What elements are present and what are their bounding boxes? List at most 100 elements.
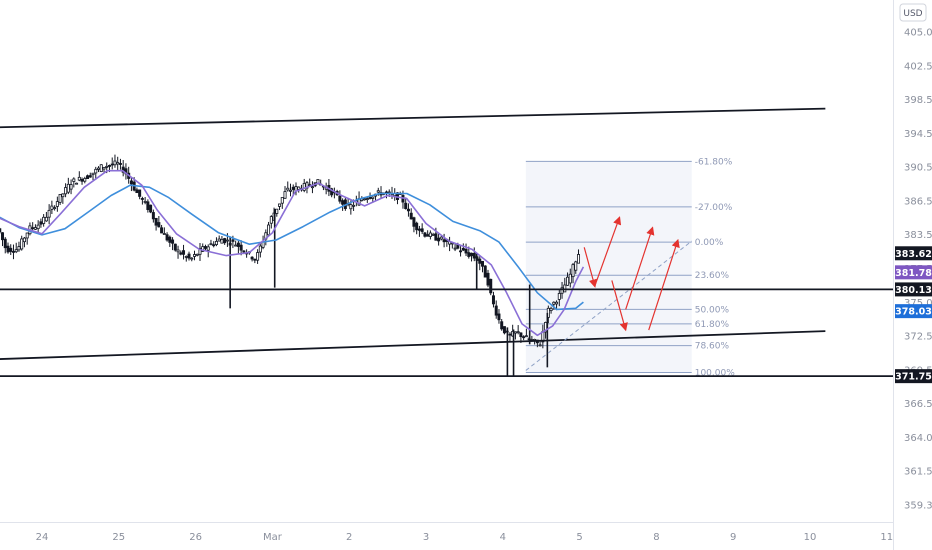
candle-body (289, 189, 293, 192)
trend-line[interactable] (0, 330, 826, 360)
candle-body (55, 201, 59, 207)
candle-body (105, 165, 109, 168)
candle-body (135, 189, 139, 194)
time-axis[interactable]: 24 25 26 Mar 2 3 4 5 8 9 10 11 (0, 522, 893, 544)
candle-body (568, 273, 572, 284)
candle-body (179, 252, 183, 255)
candle-body (107, 165, 111, 167)
candle-body (549, 307, 553, 311)
candle-body (72, 178, 76, 182)
projection-arrow[interactable] (625, 226, 655, 310)
price-tag-label: 371.75 (895, 372, 932, 383)
x-tick-label: 5 (576, 532, 582, 543)
candle-body (365, 198, 369, 200)
projection-arrow[interactable] (594, 216, 622, 286)
fib-level-label: 78.60% (695, 342, 730, 352)
projection-arrow[interactable] (648, 238, 680, 331)
price-tag-label: 383.62 (895, 249, 932, 260)
x-tick-label: 8 (653, 532, 659, 543)
price-tag (895, 282, 932, 297)
candle-body (86, 175, 90, 180)
candle-body (0, 228, 2, 233)
candle-body (489, 278, 493, 294)
candle-body (522, 336, 526, 339)
candle-body (129, 180, 133, 185)
candle-body (94, 168, 98, 174)
x-tick-label: 2 (346, 532, 352, 543)
candle-body (519, 332, 523, 338)
candle-body (22, 237, 26, 243)
candle-body (538, 344, 542, 347)
currency-label: USD (903, 9, 922, 19)
ema-slow-line[interactable] (0, 184, 584, 311)
candle-body (9, 247, 13, 252)
x-tick-label: 26 (189, 532, 202, 543)
candle-body (376, 190, 380, 193)
currency-badge[interactable] (899, 3, 927, 22)
candle-body (187, 253, 191, 259)
candle-body (352, 204, 356, 207)
candle-body (225, 239, 229, 242)
candle-body (201, 246, 205, 252)
candle-body (461, 248, 465, 251)
candle-body (102, 166, 106, 170)
y-tick-label: 390.50 (904, 163, 932, 174)
projection-arrow[interactable] (583, 247, 598, 288)
candle-body (168, 236, 172, 243)
candle-body (193, 254, 197, 257)
candle-body (239, 244, 243, 251)
candle-body (223, 238, 227, 244)
candle-body (291, 186, 295, 190)
projection-arrow[interactable] (611, 280, 628, 332)
candle-body (508, 333, 512, 336)
candle-body (61, 193, 65, 198)
plot-area: -61.80% -27.00% 0.00% 23.60% 50.00% 61.80% 78.… (0, 107, 893, 379)
candle-body (297, 186, 301, 190)
candle-body (140, 198, 144, 200)
x-tick-label: 4 (500, 532, 506, 543)
candle-body (11, 250, 15, 253)
candle-body (25, 232, 29, 239)
y-tick-label: 386.50 (904, 196, 932, 207)
candle-body (253, 258, 257, 261)
candle-body (64, 187, 68, 195)
candle-body (47, 209, 51, 218)
candle-body (110, 163, 114, 166)
trend-line[interactable] (0, 107, 826, 129)
fib-level-label: 0.00% (695, 238, 724, 248)
candle-body (310, 186, 314, 189)
x-tick-label: 3 (423, 532, 429, 543)
price-tag (895, 265, 932, 280)
candle-body (176, 249, 180, 253)
y-tick-label: 361.50 (904, 467, 932, 478)
candle-body (258, 245, 262, 253)
fib-level-label: -61.80% (695, 157, 733, 167)
candle-body (371, 196, 375, 199)
candle-body (14, 249, 18, 253)
candle-body (6, 245, 10, 253)
candle-body (275, 208, 279, 214)
candle-body (439, 236, 443, 240)
candle-body (464, 248, 468, 254)
candle-body (80, 179, 84, 182)
ema-fast-line[interactable] (0, 169, 585, 337)
candle-body (555, 301, 559, 305)
candle-body (151, 212, 155, 220)
candle-body (546, 307, 550, 318)
price-tag (895, 246, 932, 261)
candle-body (1, 232, 5, 241)
y-tick-label: 364.00 (904, 433, 932, 444)
candle-body (160, 227, 164, 234)
candle-body (420, 228, 424, 232)
y-tick-label: 402.50 (904, 61, 932, 72)
candle-body (428, 232, 432, 237)
y-tick-label: 366.50 (904, 399, 932, 410)
candle-body (113, 160, 117, 166)
candle-body (453, 247, 457, 250)
x-tick-label: 24 (36, 532, 49, 543)
candle-body (165, 234, 169, 241)
candle-body (154, 217, 158, 226)
candle-body (437, 237, 441, 242)
candle-body (341, 200, 345, 205)
